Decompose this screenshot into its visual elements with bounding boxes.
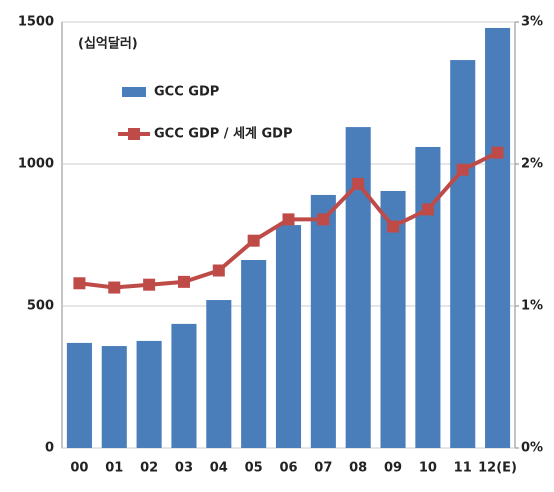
x-tick-label: 09 xyxy=(384,461,402,476)
marker xyxy=(108,281,121,294)
bar xyxy=(450,60,476,448)
y-tick-label: 500 xyxy=(27,299,54,314)
marker xyxy=(456,163,469,176)
bar xyxy=(136,340,162,448)
legend-label: GCC GDP xyxy=(154,85,219,100)
marker xyxy=(387,220,400,233)
x-tick-label: 02 xyxy=(140,461,158,476)
marker xyxy=(352,177,365,190)
marker xyxy=(73,277,86,290)
marker xyxy=(247,234,260,247)
legend-swatch xyxy=(122,87,146,97)
y2-tick-label: 0% xyxy=(521,441,543,456)
bar xyxy=(241,259,267,448)
x-tick-label: 05 xyxy=(245,461,263,476)
unit-annotation: (십억달러) xyxy=(78,36,138,52)
marker xyxy=(491,146,504,159)
marker xyxy=(212,264,225,277)
bar xyxy=(66,342,92,448)
marker xyxy=(317,213,330,226)
bar xyxy=(415,146,441,448)
bar xyxy=(380,190,406,449)
bar xyxy=(206,300,232,448)
x-tick-label: 07 xyxy=(314,461,332,476)
marker xyxy=(421,203,434,216)
y2-tick-label: 2% xyxy=(521,157,543,172)
bar xyxy=(310,194,336,448)
x-tick-label: 11 xyxy=(454,461,472,476)
legend-swatch xyxy=(128,128,140,140)
y-tick-label: 1000 xyxy=(18,157,54,172)
x-tick-label: 03 xyxy=(175,461,193,476)
bar xyxy=(345,127,371,448)
y-tick-label: 0 xyxy=(45,441,54,456)
x-tick-label: 12(E) xyxy=(478,461,517,476)
bar xyxy=(101,346,127,448)
y2-tick-label: 1% xyxy=(521,299,543,314)
y2-tick-label: 3% xyxy=(521,15,543,30)
bar xyxy=(275,225,302,448)
x-tick-label: 01 xyxy=(105,461,123,476)
bar xyxy=(171,323,197,448)
bar xyxy=(485,27,511,449)
x-tick-label: 08 xyxy=(349,461,367,476)
x-tick-label: 04 xyxy=(210,461,228,476)
x-tick-label: 00 xyxy=(70,461,88,476)
y-tick-label: 1500 xyxy=(18,15,54,30)
x-tick-label: 06 xyxy=(279,461,297,476)
legend-label: GCC GDP / 세계 GDP xyxy=(154,127,293,142)
x-tick-label: 10 xyxy=(419,461,437,476)
marker xyxy=(177,275,190,288)
marker xyxy=(282,213,295,226)
marker xyxy=(143,278,156,291)
